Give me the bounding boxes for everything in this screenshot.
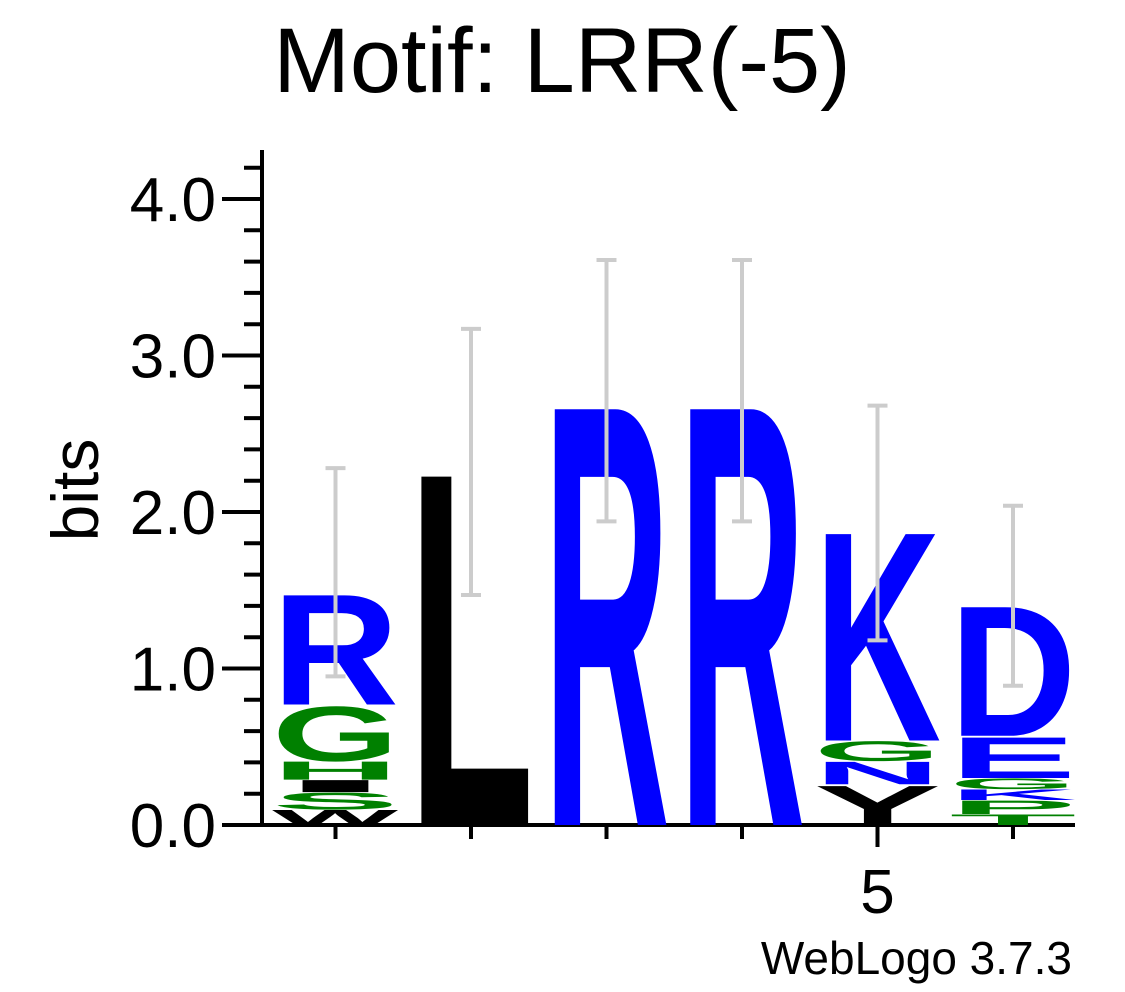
- logo-letter-G: G: [814, 735, 941, 767]
- logo-letter-E: E: [950, 725, 1077, 791]
- x-tick-label: 5: [860, 858, 894, 927]
- logo-letter-N: N: [814, 755, 941, 791]
- error-bar: [325, 466, 346, 679]
- credit-text: WebLogo 3.7.3: [761, 932, 1072, 984]
- logo-letter-G: G: [950, 775, 1077, 792]
- y-axis-label: bits: [38, 439, 112, 542]
- axes: 0.0 1.0 2.0 3.0 4.0 5: [130, 150, 1075, 927]
- error-bar: [1003, 503, 1023, 688]
- y-tick-label: 3.0: [130, 323, 216, 392]
- logo-letter-P: P: [950, 796, 1077, 818]
- y-tick-label: 4.0: [130, 166, 216, 235]
- logo-letter-G: G: [272, 691, 399, 778]
- error-bar: [732, 258, 752, 524]
- error-bar: [596, 258, 617, 524]
- logo-letter-T: T: [950, 811, 1077, 828]
- logo-letter-H: H: [272, 756, 399, 785]
- logo-letter-Y: Y: [814, 774, 941, 837]
- error-bar: [461, 326, 481, 597]
- logo-letter-S: S: [272, 788, 399, 815]
- error-bar: [867, 403, 888, 643]
- y-tick-label: 0.0: [130, 792, 216, 861]
- logo-letter-W: W: [272, 805, 399, 829]
- y-tick-label: 1.0: [130, 636, 216, 705]
- error-bars: [325, 258, 1023, 688]
- y-tick-label: 2.0: [130, 479, 216, 548]
- logo-letter-I: I: [272, 776, 399, 795]
- chart-title: Motif: LRR(-5): [273, 10, 851, 112]
- logo-letter-K: K: [950, 786, 1077, 803]
